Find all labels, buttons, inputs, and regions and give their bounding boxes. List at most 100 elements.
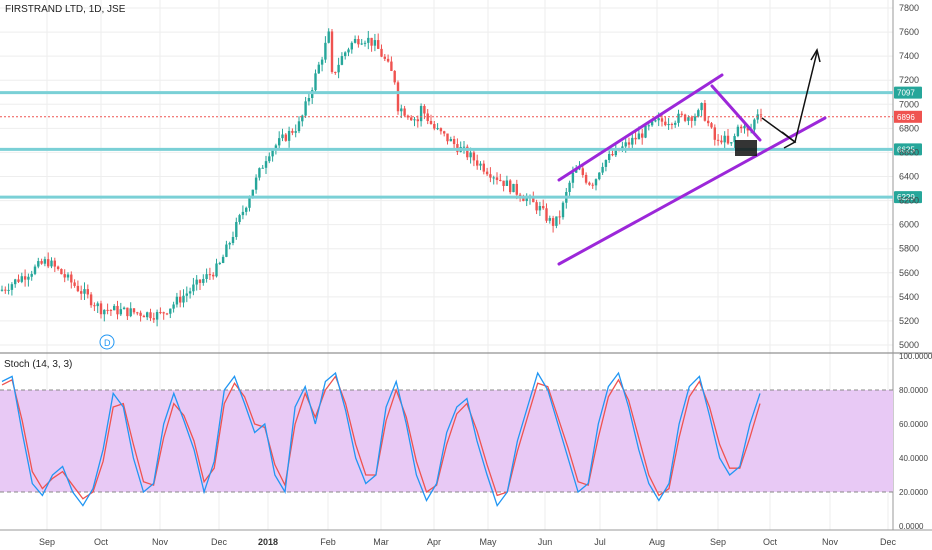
time-tick-label: Apr xyxy=(427,537,441,547)
candle-body xyxy=(443,131,446,134)
candle-body xyxy=(208,274,212,276)
candle-body xyxy=(363,42,367,44)
candle-body xyxy=(241,211,245,216)
level-label: 6625 xyxy=(897,145,915,154)
candle-body xyxy=(555,216,558,226)
candle-body xyxy=(730,142,733,144)
price-tick-label: 6400 xyxy=(899,172,919,182)
candle-body xyxy=(245,207,248,212)
candle-body xyxy=(660,118,664,122)
candle-body xyxy=(175,296,179,305)
candle-body xyxy=(66,274,70,278)
candle-body xyxy=(235,221,238,237)
candle-body xyxy=(413,119,416,121)
dividend-marker-label: D xyxy=(104,338,111,348)
channel-lower xyxy=(557,116,827,266)
price-tick-label: 7200 xyxy=(899,75,919,85)
candle-body xyxy=(212,274,215,277)
candle-body xyxy=(542,206,545,209)
candle-body xyxy=(215,263,218,277)
candle-body xyxy=(195,279,198,285)
candle-body xyxy=(291,130,294,133)
candle-body xyxy=(532,196,535,203)
candle-body xyxy=(231,236,235,244)
candle-body xyxy=(254,177,258,190)
candle-body xyxy=(89,294,93,306)
candle-body xyxy=(697,110,700,117)
candle-body xyxy=(393,70,396,83)
candle-body xyxy=(27,276,30,280)
candle-body xyxy=(670,124,674,126)
time-tick-label: Sep xyxy=(39,537,55,547)
price-tick-label: 7400 xyxy=(899,51,919,61)
candle-body xyxy=(7,289,10,291)
candle-body xyxy=(472,152,476,161)
candle-body xyxy=(202,278,205,283)
candle-body xyxy=(139,312,142,316)
candle-body xyxy=(608,153,611,160)
candle-body xyxy=(205,274,208,279)
time-tick-label: Sep xyxy=(710,537,726,547)
candle-body xyxy=(4,289,7,291)
candle-body xyxy=(155,312,159,320)
candle-body xyxy=(43,259,47,264)
price-tick-label: 5400 xyxy=(899,292,919,302)
candle-body xyxy=(40,261,43,264)
price-tick-label: 7800 xyxy=(899,3,919,13)
candle-body xyxy=(664,121,667,126)
candle-body xyxy=(551,218,555,226)
candle-body xyxy=(301,115,304,122)
stoch-tick-label: 20.0000 xyxy=(899,488,928,497)
candle-body xyxy=(743,126,746,129)
candle-body xyxy=(30,273,33,277)
stoch-band xyxy=(0,390,893,492)
candle-body xyxy=(736,126,740,137)
time-tick-label: Aug xyxy=(649,537,665,547)
candle-body xyxy=(700,103,703,111)
time-tick-label: Feb xyxy=(320,537,336,547)
candle-body xyxy=(489,174,492,178)
candle-body xyxy=(185,293,188,296)
candle-body xyxy=(740,126,743,129)
candle-body xyxy=(726,135,730,144)
candle-body xyxy=(499,179,502,181)
candle-body xyxy=(367,37,370,43)
stoch-d-line xyxy=(1,375,761,500)
candle-body xyxy=(56,266,60,269)
candle-body xyxy=(753,119,756,130)
candle-body xyxy=(261,167,264,169)
arrow-head-1 xyxy=(781,131,797,149)
candle-body xyxy=(469,152,472,158)
candle-body xyxy=(122,307,126,310)
candle-body xyxy=(647,125,650,127)
price-tick-label: 5600 xyxy=(899,268,919,278)
candle-body xyxy=(86,289,89,295)
candle-body xyxy=(680,113,683,115)
candle-body xyxy=(558,216,561,218)
candle-body xyxy=(10,284,14,290)
arrow-head-2 xyxy=(810,48,821,63)
candle-body xyxy=(485,171,489,175)
price-tick-label: 6200 xyxy=(899,196,919,206)
price-tick-label: 7600 xyxy=(899,27,919,37)
candle-body xyxy=(350,42,353,50)
candle-body xyxy=(667,124,670,126)
candle-body xyxy=(509,180,512,193)
candle-body xyxy=(23,276,27,280)
candle-body xyxy=(304,101,307,116)
price-tick-label: 6800 xyxy=(899,123,919,133)
dividend-marker xyxy=(99,334,115,350)
time-tick-label: Jul xyxy=(594,537,606,547)
candle-body xyxy=(383,56,386,59)
stoch-tick-label: 100.0000 xyxy=(899,352,932,361)
candle-body xyxy=(119,309,122,315)
candle-body xyxy=(182,295,185,303)
candle-body xyxy=(396,82,400,112)
candle-body xyxy=(693,116,697,121)
candle-body xyxy=(482,163,485,172)
candle-body xyxy=(535,202,538,211)
chart-title: FIRSTRAND LTD, 1D, JSE xyxy=(5,4,126,15)
candle-body xyxy=(317,64,320,74)
candle-body xyxy=(502,180,505,186)
candle-body xyxy=(136,312,139,314)
